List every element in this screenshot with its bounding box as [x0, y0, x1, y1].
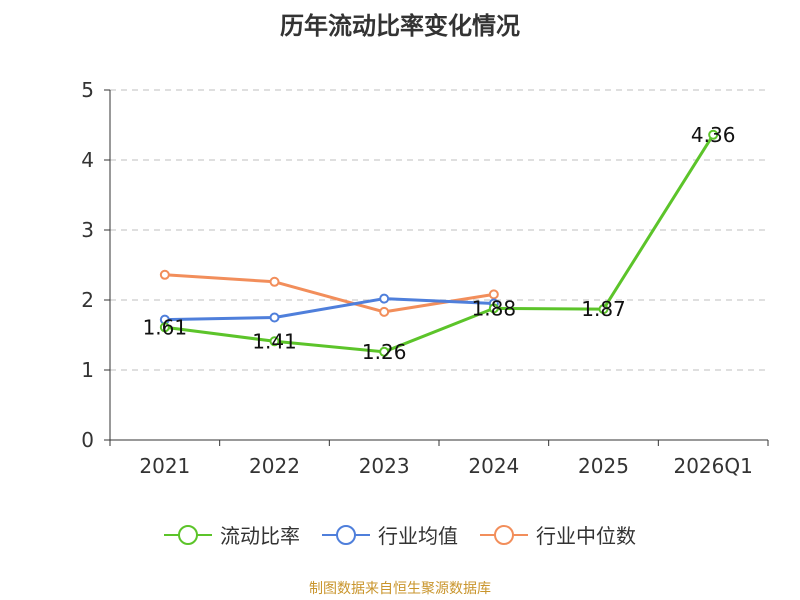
data-point — [488, 289, 499, 300]
data-labels: 1.61 1.41 1.26 1.88 1.87 4.36 — [143, 123, 736, 364]
data-label: 1.87 — [581, 297, 626, 321]
series-line — [164, 273, 495, 314]
y-tick-label: 0 — [81, 428, 94, 452]
data-label: 1.26 — [362, 340, 407, 364]
legend-item[interactable]: 流动比率 — [164, 520, 300, 549]
grid-lines — [110, 89, 768, 371]
chart-title: 历年流动比率变化情况 — [280, 12, 520, 40]
legend-label: 行业中位数 — [536, 524, 636, 548]
data-point — [159, 322, 170, 333]
data-point — [379, 346, 390, 357]
legend: 流动比率 行业均值 行业中位数 — [0, 520, 800, 549]
legend-marker-icon — [164, 524, 212, 545]
data-label: 1.88 — [472, 296, 517, 320]
data-point — [598, 304, 609, 315]
x-tick-label: 2022 — [249, 454, 300, 478]
axes: 0 1 2 3 4 5 2021 2022 2023 2024 2025 2026Q1 — [81, 78, 769, 478]
x-tick-label: 2025 — [578, 454, 629, 478]
legend-marker-icon — [480, 524, 528, 545]
x-tick-label: 2026Q1 — [673, 454, 752, 478]
legend-label: 行业均值 — [378, 524, 458, 548]
data-label: 1.61 — [143, 315, 188, 339]
series-lines — [159, 129, 719, 357]
data-label: 4.36 — [691, 123, 736, 147]
legend-label: 流动比率 — [220, 524, 300, 548]
y-tick-label: 2 — [81, 288, 94, 312]
series-line — [164, 297, 494, 322]
data-point — [708, 129, 719, 140]
legend-marker-icon — [322, 524, 370, 545]
data-point — [269, 312, 280, 323]
x-tick-label: 2024 — [468, 454, 519, 478]
data-point — [379, 306, 390, 317]
legend-item[interactable]: 行业中位数 — [480, 520, 636, 549]
y-tick-label: 4 — [81, 148, 94, 172]
legend-item[interactable]: 行业均值 — [322, 520, 458, 549]
y-tick-label: 3 — [81, 218, 94, 242]
x-tick-label: 2021 — [139, 454, 190, 478]
y-tick-label: 1 — [81, 358, 94, 382]
x-tick-label: 2023 — [359, 454, 410, 478]
y-tick-label: 5 — [81, 78, 94, 102]
data-point — [488, 303, 499, 314]
data-point — [379, 293, 390, 304]
data-point — [269, 276, 280, 287]
data-label: 1.41 — [252, 329, 297, 353]
data-point — [159, 269, 170, 280]
series-line — [164, 134, 715, 354]
source-note: 制图数据来自恒生聚源数据库 — [309, 581, 491, 597]
data-point — [269, 336, 280, 347]
